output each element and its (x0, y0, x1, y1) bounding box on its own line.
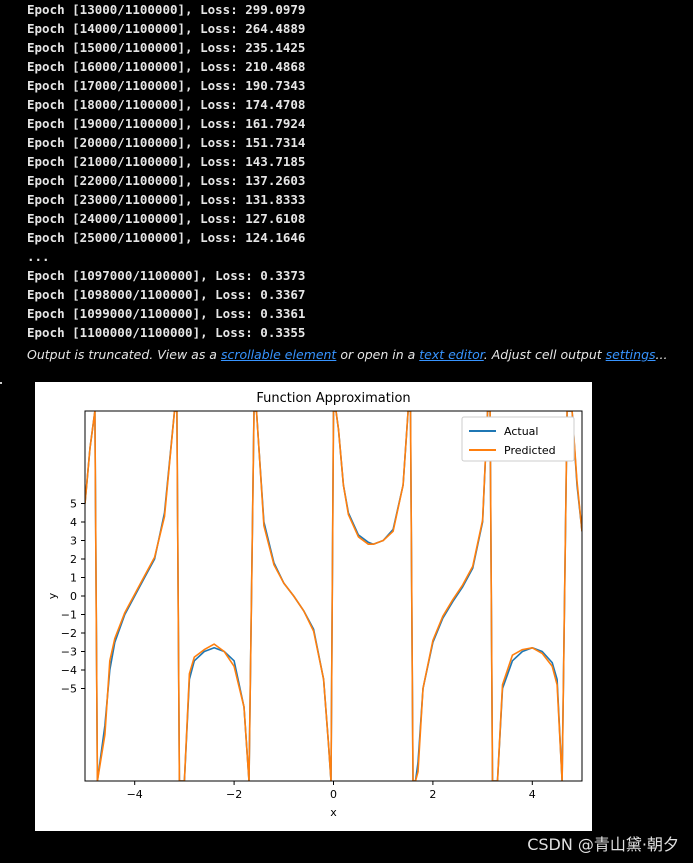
log-line: Epoch [15000/1100000], Loss: 235.1425 (27, 40, 306, 55)
log-line: Epoch [23000/1100000], Loss: 131.8333 (27, 192, 306, 207)
log-line: ... (27, 249, 50, 264)
y-tick-label: 1 (70, 572, 77, 585)
watermark: CSDN @青山黛·朝夕 (527, 835, 679, 854)
log-line: Epoch [17000/1100000], Loss: 190.7343 (27, 78, 306, 93)
legend-label-actual: Actual (504, 425, 538, 438)
series-line-predicted (85, 411, 582, 781)
chart-svg: Function Approximation −4 −2 0 2 4 −5 −4 −3 −2 −1 0… (46, 391, 583, 819)
output-marker (0, 382, 2, 384)
legend-label-predicted: Predicted (504, 444, 556, 457)
x-tick-label: −2 (226, 788, 242, 801)
log-line: Epoch [14000/1100000], Loss: 264.4889 (27, 21, 306, 36)
log-line: Epoch [1100000/1100000], Loss: 0.3355 (27, 325, 306, 340)
log-line: Epoch [1099000/1100000], Loss: 0.3361 (27, 306, 306, 321)
y-tick-label: 4 (70, 516, 77, 529)
x-tick-label: 2 (429, 788, 436, 801)
truncation-prefix: Output is truncated. View as a (27, 347, 221, 362)
log-line: Epoch [19000/1100000], Loss: 161.7924 (27, 116, 306, 131)
log-line: Epoch [24000/1100000], Loss: 127.6108 (27, 211, 306, 226)
training-log-output: Epoch [13000/1100000], Loss: 299.0979 Epo… (27, 0, 305, 342)
y-tick-label: −3 (61, 646, 77, 659)
truncation-middle: or open in a (336, 347, 420, 362)
y-tick-label: −4 (61, 664, 77, 677)
truncation-notice: Output is truncated. View as a scrollabl… (27, 345, 667, 365)
log-line: Epoch [16000/1100000], Loss: 210.4868 (27, 59, 306, 74)
log-line: Epoch [20000/1100000], Loss: 151.7314 (27, 135, 306, 150)
y-tick-label: 2 (70, 553, 77, 566)
truncation-middle2: . Adjust cell output (483, 347, 606, 362)
x-axis-label: x (330, 806, 337, 819)
log-line: Epoch [13000/1100000], Loss: 299.0979 (27, 2, 306, 17)
text-editor-link[interactable]: text editor (419, 347, 484, 362)
log-line: Epoch [1098000/1100000], Loss: 0.3367 (27, 287, 306, 302)
log-line: Epoch [21000/1100000], Loss: 143.7185 (27, 154, 306, 169)
y-tick-label: −5 (61, 683, 77, 696)
scrollable-element-link[interactable]: scrollable element (220, 347, 337, 362)
x-tick-label: 0 (330, 788, 337, 801)
chart-figure: Function Approximation −4 −2 0 2 4 −5 −4 −3 −2 −1 0… (35, 382, 592, 831)
log-line: Epoch [25000/1100000], Loss: 124.1646 (27, 230, 306, 245)
y-tick-label: 3 (70, 535, 77, 548)
chart-title: Function Approximation (256, 391, 410, 406)
settings-link[interactable]: settings (605, 347, 656, 362)
x-tick-label: −4 (127, 788, 143, 801)
log-line: Epoch [1097000/1100000], Loss: 0.3373 (27, 268, 306, 283)
x-tick-label: 4 (529, 788, 536, 801)
y-axis-label: y (46, 592, 59, 599)
y-tick-label: −2 (61, 627, 77, 640)
truncation-suffix: ... (655, 347, 668, 362)
log-line: Epoch [18000/1100000], Loss: 174.4708 (27, 97, 306, 112)
y-tick-label: −1 (61, 609, 77, 622)
y-tick-label: 0 (70, 590, 77, 603)
y-tick-label: 5 (70, 498, 77, 511)
log-line: Epoch [22000/1100000], Loss: 137.2603 (27, 173, 306, 188)
